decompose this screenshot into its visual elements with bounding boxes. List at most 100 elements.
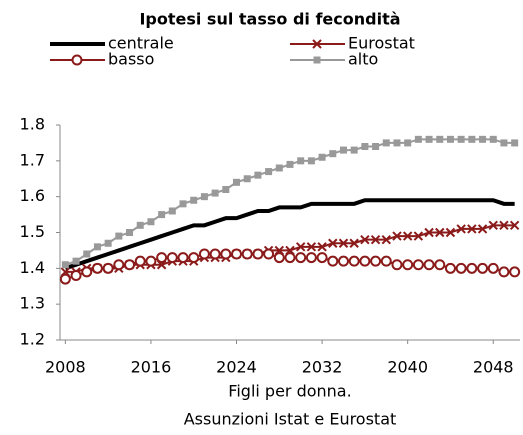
marker [91,262,103,274]
marker [254,171,262,179]
marker [136,221,144,229]
marker [81,266,93,278]
marker [61,261,69,269]
series-line [64,198,515,271]
marker [339,146,347,154]
x-axis-label: Figli per donna. [228,382,351,401]
marker [402,259,414,271]
note: Assunzioni Istat e Eurostat [184,410,397,429]
marker [511,139,519,147]
marker [190,196,198,204]
marker [188,252,200,264]
marker [444,262,456,274]
marker [436,135,444,143]
y-tick-label: 1.3 [20,294,45,313]
marker [487,262,499,274]
marker [70,270,82,281]
marker [233,178,241,186]
marker [414,135,422,143]
marker [222,186,230,193]
marker [468,135,476,143]
marker [370,255,382,267]
x-tick-label: 2008 [45,358,86,377]
marker [317,242,327,252]
marker [124,259,136,271]
marker [392,231,402,241]
marker [168,207,176,215]
marker [243,175,251,183]
marker [424,227,434,238]
marker [102,262,114,274]
legend-label: centrale [108,34,174,53]
marker [381,234,391,245]
marker [145,255,157,267]
marker [509,220,520,231]
marker [177,252,189,264]
marker [200,193,208,201]
legend-label: alto [348,50,378,69]
marker [391,259,403,271]
marker [361,143,369,150]
marker [359,255,371,267]
marker [158,211,166,219]
marker [489,135,497,143]
y-tick-label: 1.4 [20,258,45,277]
marker [297,157,305,165]
marker [316,252,328,264]
marker [509,266,521,278]
legend-label: basso [108,50,154,69]
y-tick-label: 1.6 [20,186,45,205]
marker [404,139,412,147]
marker [147,218,155,226]
marker [209,248,221,260]
marker [179,200,187,208]
marker [198,248,210,260]
marker [328,238,338,248]
legend-marker [71,54,83,66]
y-tick-label: 1.7 [20,150,45,169]
marker [360,234,370,245]
marker [211,189,219,197]
marker [295,242,306,252]
marker [93,243,101,251]
marker [284,252,296,264]
marker [382,139,390,147]
marker [286,160,294,168]
marker [113,259,125,271]
marker [349,238,359,248]
marker [380,255,392,267]
marker [393,139,401,147]
marker [104,239,112,247]
marker [72,257,80,265]
marker [263,248,275,260]
x-tick-label: 2016 [131,358,172,377]
marker [434,259,446,271]
marker [329,150,337,158]
marker [479,135,487,143]
y-tick-label: 1.5 [20,222,45,241]
legend-marker [312,39,322,49]
x-tick-label: 2032 [302,358,343,377]
marker [295,252,307,264]
marker [220,248,232,260]
marker [488,220,498,231]
marker [241,248,253,260]
marker [372,143,380,150]
marker [318,153,326,161]
y-tick-label: 1.2 [20,330,45,349]
marker [350,146,358,154]
marker [306,242,317,252]
marker [423,259,435,271]
marker [126,229,134,236]
x-tick-label: 2024 [216,358,257,377]
marker [477,224,488,234]
marker [457,135,465,143]
chart-title: Ipotesi sul tasso di fecondità [139,10,400,29]
marker [166,252,178,264]
marker [412,259,424,271]
y-tick-label: 1.8 [20,115,45,134]
marker [59,273,71,285]
marker [370,234,381,245]
marker [499,220,509,231]
